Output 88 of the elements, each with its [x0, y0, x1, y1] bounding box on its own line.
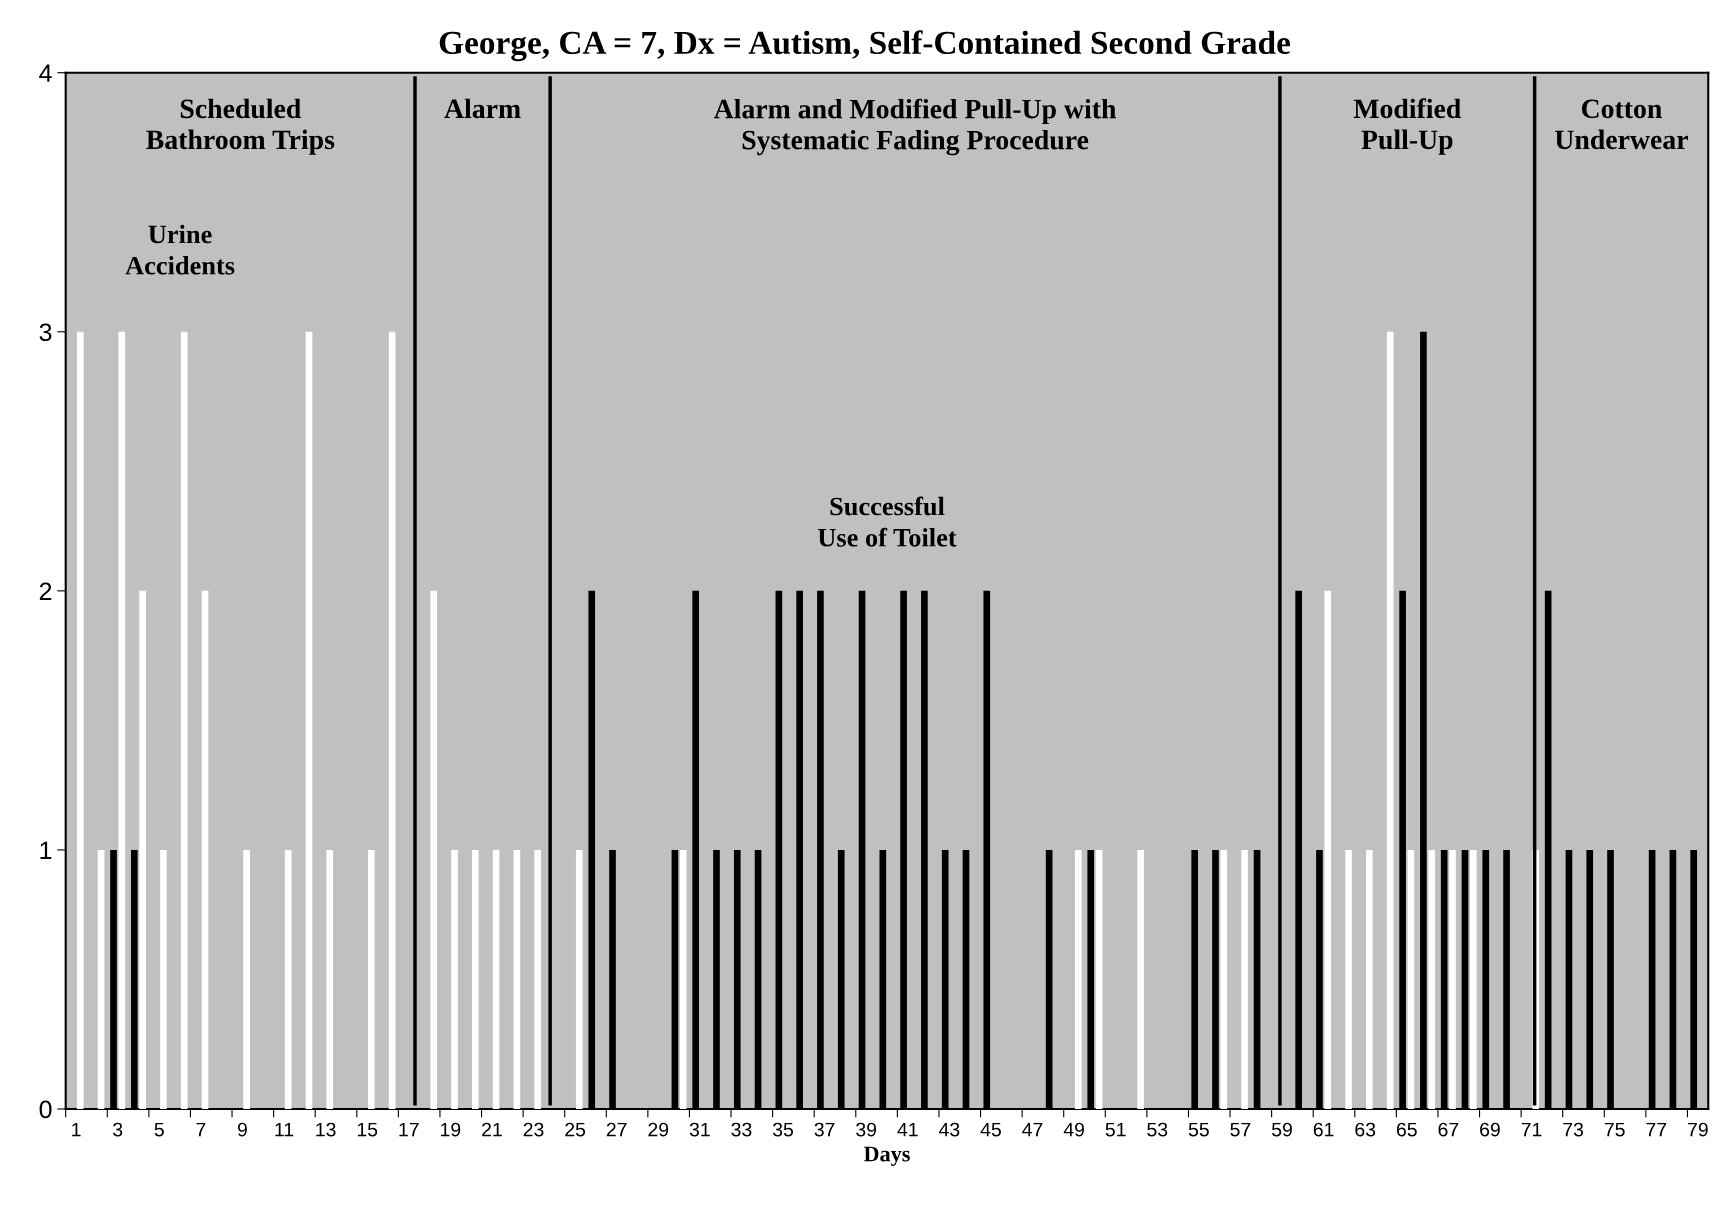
bar: [368, 849, 375, 1109]
bar: [139, 590, 146, 1109]
x-tick-label: 61: [1313, 1122, 1334, 1137]
bar: [1220, 849, 1228, 1109]
bar: [1366, 849, 1373, 1109]
bar: [76, 331, 84, 1109]
x-tick-label: 43: [938, 1122, 960, 1137]
x-tick-label: 3: [113, 1122, 123, 1137]
bar: [1345, 849, 1352, 1109]
bar: [284, 849, 292, 1109]
bar: [1137, 849, 1144, 1109]
y-tick-label: 4: [39, 64, 52, 82]
x-tick-label: 29: [648, 1122, 669, 1137]
x-tick-label: 27: [606, 1122, 627, 1137]
x-tick-label: 13: [316, 1122, 336, 1137]
x-tick-label: 37: [814, 1122, 835, 1137]
bar: [1386, 331, 1394, 1109]
x-tick-label: 59: [1271, 1122, 1292, 1137]
series-label: Successful Use of Toilet: [817, 496, 957, 547]
bar: [1241, 849, 1248, 1109]
bar: [513, 849, 521, 1109]
bar: [1407, 849, 1415, 1109]
x-tick-label: 11: [275, 1122, 294, 1137]
bar: [388, 331, 396, 1109]
x-tick-label: 47: [1022, 1122, 1043, 1137]
y-tick-label: 2: [39, 582, 52, 600]
y-tick-label: 1: [40, 841, 52, 859]
bar: [180, 331, 188, 1109]
x-tick-label: 41: [897, 1122, 918, 1137]
x-tick-label: 1: [72, 1122, 81, 1137]
x-tick-label: 9: [237, 1122, 247, 1137]
bar: [679, 849, 687, 1109]
x-tick-label: 35: [772, 1122, 794, 1137]
x-tick-label: 17: [399, 1122, 419, 1137]
x-tick-label: 73: [1563, 1122, 1584, 1137]
text: Urine Accidents: [125, 224, 235, 275]
bar: [160, 849, 167, 1109]
bar: [305, 331, 313, 1109]
bar: [471, 849, 479, 1109]
x-tick-label: 71: [1521, 1122, 1542, 1137]
band-label: Alarm and Modified Pull-Up with Systematic Fading Procedure: [713, 98, 1117, 156]
x-tick-label: 65: [1396, 1122, 1417, 1137]
bar: [1449, 849, 1456, 1109]
y-tick-label: 0: [39, 1100, 52, 1119]
chart-title: George, CA = 7, Dx = Autism, Self-Contained Second Grade: [439, 30, 1291, 62]
x-tick-label: 33: [731, 1122, 752, 1137]
bar: [430, 590, 438, 1109]
bar: [118, 331, 126, 1109]
bar: [201, 590, 209, 1109]
x-tick-label: 19: [441, 1122, 461, 1137]
bar: [1428, 849, 1436, 1109]
x-tick-label: 67: [1438, 1122, 1459, 1137]
x-tick-label: 25: [565, 1122, 586, 1137]
bar: [243, 849, 250, 1109]
band-label: Cotton Underwear: [1555, 99, 1688, 150]
bar: [1469, 849, 1477, 1109]
x-tick-label: 75: [1604, 1122, 1625, 1137]
x-tick-label: 77: [1646, 1122, 1667, 1137]
x-tick-label: 79: [1688, 1122, 1708, 1137]
band-label: Modified Pull-Up: [1353, 98, 1461, 155]
x-tick-label: 49: [1063, 1122, 1084, 1137]
x-tick-label: 53: [1147, 1122, 1168, 1137]
band-label: Scheduled Bathroom Trips: [146, 98, 335, 155]
bar: [1074, 849, 1082, 1109]
x-tick-label: 23: [523, 1122, 544, 1137]
x-tick-label: 55: [1188, 1122, 1209, 1137]
x-tick-label: 51: [1105, 1122, 1126, 1137]
x-axis-title: Days: [863, 1146, 910, 1167]
x-tick-label: 39: [856, 1122, 877, 1137]
band-label: Alarm: [444, 98, 521, 119]
bar: [326, 849, 334, 1109]
x-tick-label: 7: [196, 1122, 206, 1137]
bar: [97, 849, 105, 1109]
x-tick-label: 57: [1230, 1122, 1251, 1137]
x-tick-label: 21: [482, 1122, 502, 1137]
x-tick-label: 63: [1355, 1122, 1376, 1137]
x-tick-label: 31: [689, 1122, 710, 1137]
x-tick-label: 69: [1480, 1122, 1500, 1137]
x-tick-label: 5: [154, 1122, 164, 1137]
x-tick-label: 45: [980, 1122, 1001, 1137]
y-tick-label: 3: [39, 323, 52, 342]
x-tick-label: 15: [357, 1122, 378, 1137]
bar: [451, 849, 458, 1109]
bar: [534, 849, 541, 1109]
bar: [1095, 849, 1103, 1109]
bar: [492, 849, 500, 1109]
bar: [1324, 590, 1332, 1109]
bar: [575, 849, 583, 1109]
